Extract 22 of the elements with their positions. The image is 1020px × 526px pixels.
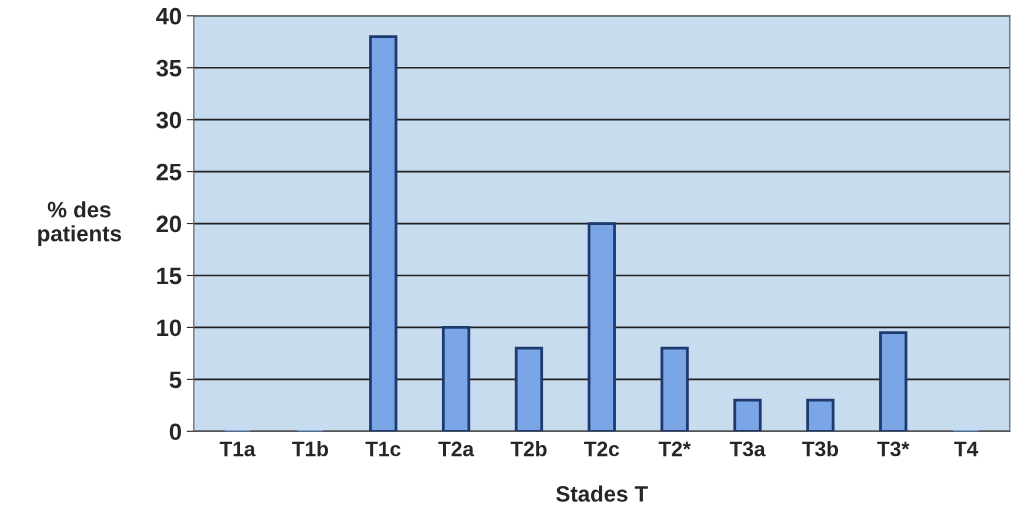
x-tick-label: T3*	[877, 441, 910, 457]
y-tick-label: 25	[156, 163, 182, 181]
y-tick-label: 35	[156, 59, 182, 77]
x-tick-label: T2a	[438, 441, 475, 457]
y-tick-label: 30	[156, 111, 182, 129]
x-tick-label: T3a	[729, 441, 766, 457]
y-axis-title: % des patients	[38, 201, 122, 246]
y-tick-label: 10	[157, 319, 182, 337]
y-tick-label: 0	[169, 423, 182, 441]
x-tick-label: T2c	[584, 441, 620, 457]
x-tick-label: T2*	[658, 441, 691, 457]
x-tick-label: T1b	[292, 441, 329, 457]
x-tick-label: T4	[954, 441, 979, 457]
y-tick-label: 15	[157, 267, 182, 285]
x-tick-label: T1a	[219, 441, 256, 457]
y-tick-label: 20	[156, 215, 182, 233]
x-tick-label: T2b	[510, 441, 547, 457]
x-tick-label: T1c	[365, 441, 401, 457]
y-tick-label: 40	[156, 7, 182, 25]
x-tick-label: T3b	[802, 441, 839, 457]
y-tick-label: 5	[169, 371, 182, 389]
x-axis-title: Stades T	[556, 485, 648, 502]
